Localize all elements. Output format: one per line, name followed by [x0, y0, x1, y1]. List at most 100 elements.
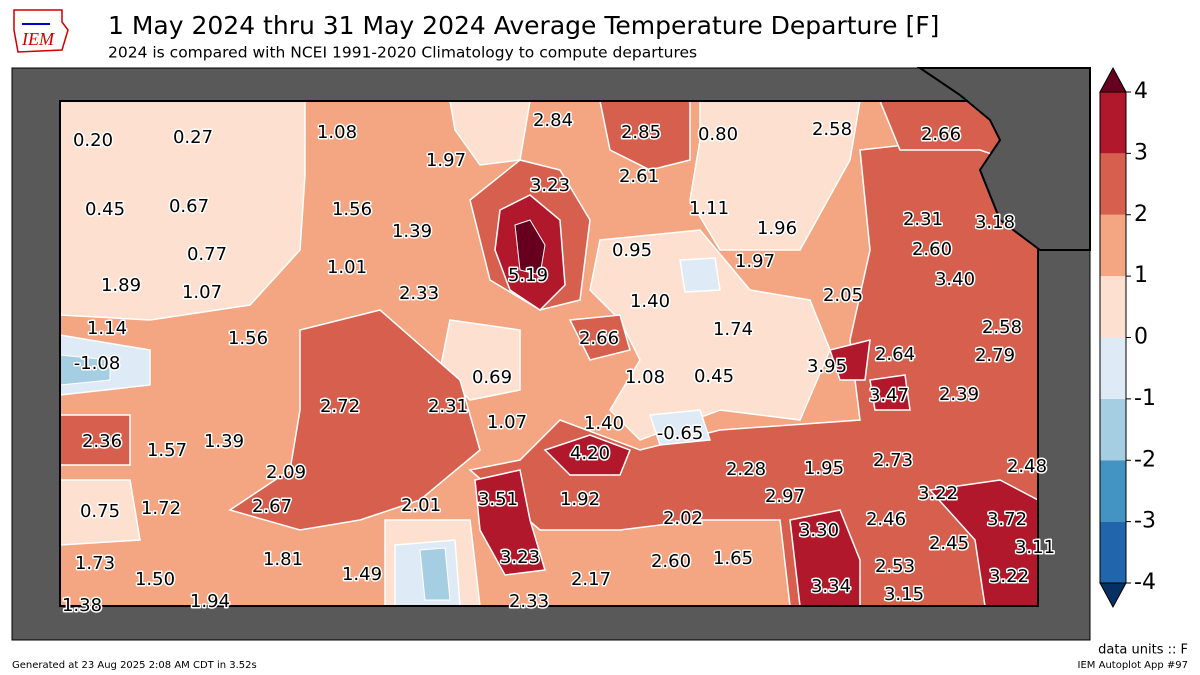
station-value: 0.45	[85, 199, 125, 220]
station-value: 3.18	[975, 212, 1015, 233]
station-value: 2.72	[320, 396, 360, 417]
station-value: 3.34	[811, 576, 851, 597]
station-value: 3.51	[478, 489, 518, 510]
station-value: 2.46	[866, 509, 906, 530]
station-value: 1.11	[689, 198, 729, 219]
subtitle: 2024 is compared with NCEI 1991-2020 Cli…	[108, 44, 697, 62]
station-value: 2.97	[765, 486, 805, 507]
station-value: 0.45	[694, 366, 734, 387]
station-value: 1.07	[182, 282, 222, 303]
station-value: 2.31	[428, 396, 468, 417]
station-value: 0.67	[169, 196, 209, 217]
colorbar-tick-label: -2	[1134, 447, 1156, 472]
station-value: 1.39	[204, 431, 244, 452]
station-value: 1.56	[228, 328, 268, 349]
station-value: 1.97	[426, 150, 466, 171]
colorbar-segment	[1100, 153, 1126, 215]
station-value: 3.22	[918, 483, 958, 504]
station-value: 2.66	[579, 328, 619, 349]
station-value: 1.57	[147, 440, 187, 461]
station-value: 1.73	[75, 553, 115, 574]
station-value: 2.84	[533, 110, 573, 131]
station-value: 2.17	[571, 569, 611, 590]
station-value: 1.96	[757, 218, 797, 239]
station-value: 1.56	[332, 199, 372, 220]
station-value: 2.66	[921, 124, 961, 145]
station-value: 2.45	[929, 533, 969, 554]
station-value: 2.48	[1007, 456, 1047, 477]
station-value: 1.95	[804, 458, 844, 479]
station-value: 3.72	[987, 509, 1027, 530]
units-note: data units :: F	[1098, 643, 1188, 658]
station-value: 2.58	[982, 317, 1022, 338]
colorbar-segment	[1100, 214, 1126, 277]
station-value: 1.08	[625, 367, 665, 388]
station-value: 3.15	[884, 584, 924, 605]
station-value: 1.50	[135, 569, 175, 590]
colorbar-segment	[1100, 398, 1126, 461]
station-value: 0.75	[80, 501, 120, 522]
station-value: 3.40	[935, 269, 975, 290]
station-value: 1.49	[342, 564, 382, 585]
station-value: 0.77	[187, 244, 227, 265]
colorbar-tick-label: 2	[1134, 202, 1148, 227]
station-value: 2.67	[252, 496, 292, 517]
station-value: 1.74	[713, 319, 753, 340]
station-value: 3.23	[500, 547, 540, 568]
station-value: 3.47	[869, 385, 909, 406]
station-value: 1.38	[62, 595, 102, 616]
colorbar-tick-label: 4	[1134, 79, 1148, 104]
colorbar-segment	[1100, 460, 1126, 522]
title: 1 May 2024 thru 31 May 2024 Average Temp…	[108, 11, 939, 40]
colorbar-under	[1099, 582, 1127, 609]
station-value: 2.85	[621, 122, 661, 143]
colorbar-segment	[1100, 92, 1126, 154]
station-value: 1.97	[735, 251, 775, 272]
station-value: 2.05	[823, 285, 863, 306]
station-value: 2.61	[619, 166, 659, 187]
colorbar-segment	[1100, 521, 1126, 583]
station-value: 2.60	[912, 239, 952, 260]
station-value: 3.22	[989, 566, 1029, 587]
colorbar: -4 -3 -2 -1 0 1 2 3 4	[1099, 66, 1156, 609]
station-value: 1.14	[87, 318, 127, 339]
station-value: 2.09	[266, 462, 306, 483]
station-value: 1.39	[392, 221, 432, 242]
station-value: -1.08	[74, 353, 121, 374]
colorbar-tick-label: 0	[1134, 325, 1148, 350]
station-value: 2.60	[651, 551, 691, 572]
colorbar-tick-label: -3	[1134, 509, 1156, 534]
station-value: 3.23	[530, 175, 570, 196]
generated-note: Generated at 23 Aug 2025 2:08 AM CDT in …	[12, 660, 257, 671]
colorbar-tick-label: 1	[1134, 263, 1148, 288]
station-value: -0.65	[657, 423, 704, 444]
station-value: 1.94	[190, 591, 230, 612]
logo-text: IEM	[21, 29, 55, 49]
station-value: 0.95	[612, 240, 652, 261]
station-value: 3.11	[1015, 537, 1055, 558]
station-value: 3.30	[799, 520, 839, 541]
station-value: 2.01	[401, 495, 441, 516]
app-note: IEM Autoplot App #97	[1078, 660, 1188, 671]
station-value: 0.80	[698, 124, 738, 145]
colorbar-over	[1099, 66, 1127, 93]
station-labels: 0.20 0.27 1.08 1.97 2.84 2.85 0.80 2.58 2.66 0.45…	[60, 109, 1056, 618]
station-value: 1.81	[263, 549, 303, 570]
station-value: 2.02	[663, 508, 703, 529]
station-value: 0.69	[472, 367, 512, 388]
station-value: 1.89	[101, 275, 141, 296]
station-value: 2.31	[903, 209, 943, 230]
station-value: 3.95	[807, 356, 847, 377]
station-value: 2.73	[873, 450, 913, 471]
station-value: 2.53	[875, 556, 915, 577]
station-value: 1.01	[327, 257, 367, 278]
station-value: 1.08	[317, 122, 357, 143]
station-value: 2.79	[975, 345, 1015, 366]
colorbar-tick-label: -4	[1134, 570, 1156, 595]
contour-field	[60, 101, 1038, 606]
station-value: 2.39	[939, 384, 979, 405]
state-border	[59, 100, 1039, 607]
station-value: 1.07	[487, 412, 527, 433]
station-value: 1.65	[713, 548, 753, 569]
